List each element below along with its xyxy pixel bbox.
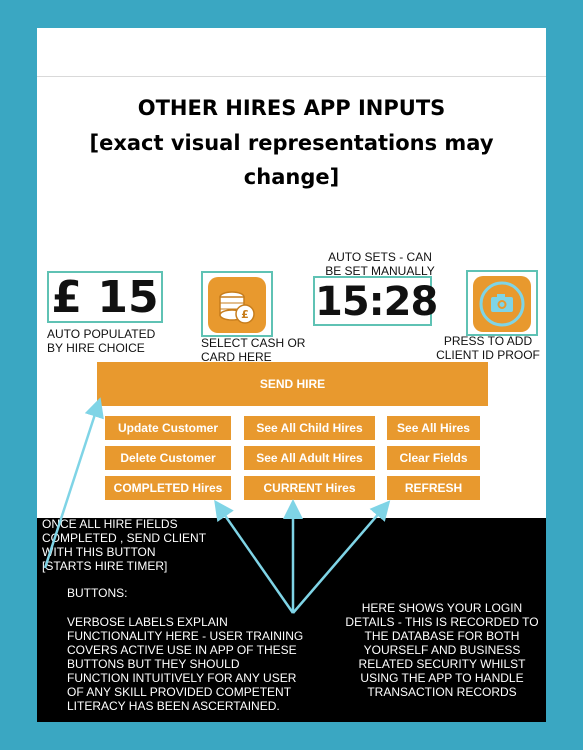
page-title: OTHER HIRES APP INPUTS [exact visual rep…: [37, 90, 546, 194]
login-note: HERE SHOWS YOUR LOGIN DETAILS - THIS IS …: [342, 601, 542, 699]
camera-caption-line-1: PRESS TO ADD: [443, 334, 533, 348]
price-caption-line-2: BY HIRE CHOICE: [47, 341, 145, 355]
cash-card-caption-line-1: SELECT CASH OR: [201, 336, 306, 350]
time-display[interactable]: 15:28: [313, 276, 438, 326]
camera-caption-line-2: CLIENT ID PROOF: [436, 348, 540, 362]
time-value[interactable]: 15:28: [315, 279, 438, 325]
title-line-3: change]: [243, 165, 340, 189]
cash-card-caption: SELECT CASH OR CARD HERE: [201, 336, 351, 364]
clear-fields-button[interactable]: Clear Fields: [387, 446, 480, 470]
send-hire-note: ONCE ALL HIRE FIELDS COMPLETED , SEND CL…: [42, 517, 242, 573]
buttons-note: VERBOSE LABELS EXPLAIN FUNCTIONALITY HER…: [67, 615, 327, 713]
client-id-camera[interactable]: [466, 270, 538, 336]
login-note-line-3: THE DATABASE FOR BOTH: [364, 629, 520, 643]
cash-coins-icon[interactable]: £: [208, 277, 266, 333]
top-divider: [37, 28, 546, 77]
completed-hires-button[interactable]: COMPLETED Hires: [105, 476, 231, 500]
buttons-note-heading: BUTTONS:: [67, 586, 128, 600]
camera-icon[interactable]: [473, 276, 531, 332]
camera-caption: PRESS TO ADD CLIENT ID PROOF: [432, 334, 544, 362]
send-hire-button[interactable]: SEND HIRE: [97, 362, 488, 406]
price-value: £ 15: [51, 272, 159, 323]
title-line-2: [exact visual representations may: [89, 131, 494, 155]
slide-frame: OTHER HIRES APP INPUTS [exact visual rep…: [37, 28, 546, 722]
update-customer-button[interactable]: Update Customer: [105, 416, 231, 440]
buttons-note-line-4: BUTTONS BUT THEY SHOULD: [67, 657, 240, 671]
login-note-line-2: DETAILS - THIS IS RECORDED TO: [345, 615, 539, 629]
see-all-child-hires-button[interactable]: See All Child Hires: [244, 416, 375, 440]
time-caption: AUTO SETS - CAN BE SET MANUALLY: [315, 250, 445, 278]
price-caption: AUTO POPULATED BY HIRE CHOICE: [47, 327, 197, 355]
buttons-note-line-5: FUNCTION INTUITIVELY FOR ANY USER: [67, 671, 297, 685]
buttons-note-line-1: VERBOSE LABELS EXPLAIN: [67, 615, 228, 629]
delete-customer-button[interactable]: Delete Customer: [105, 446, 231, 470]
login-note-line-6: USING THE APP TO HANDLE: [360, 671, 524, 685]
login-note-line-5: RELATED SECURITY WHILST: [358, 657, 526, 671]
login-note-line-7: TRANSACTION RECORDS: [367, 685, 517, 699]
cash-card-selector[interactable]: £: [201, 271, 273, 337]
buttons-note-line-2: FUNCTIONALITY HERE - USER TRAINING: [67, 629, 304, 643]
see-all-adult-hires-button[interactable]: See All Adult Hires: [244, 446, 375, 470]
title-line-1: OTHER HIRES APP INPUTS: [137, 96, 446, 120]
price-caption-line-1: AUTO POPULATED: [47, 327, 156, 341]
refresh-button[interactable]: REFRESH: [387, 476, 480, 500]
see-all-hires-button[interactable]: See All Hires: [387, 416, 480, 440]
time-caption-line-2: BE SET MANUALLY: [325, 264, 435, 278]
login-note-line-1: HERE SHOWS YOUR LOGIN: [361, 601, 523, 615]
login-note-line-4: YOURSELF AND BUSINESS: [363, 643, 521, 657]
send-note-line-2: COMPLETED , SEND CLIENT: [42, 531, 207, 545]
buttons-note-line-6: OF ANY SKILL PROVIDED COMPETENT: [67, 685, 292, 699]
cash-card-caption-line-2: CARD HERE: [201, 350, 272, 364]
buttons-note-line-3: COVERS ACTIVE USE IN APP OF THESE: [67, 643, 297, 657]
buttons-note-line-7: LITERACY HAS BEEN ASCERTAINED.: [67, 699, 280, 713]
send-note-line-1: ONCE ALL HIRE FIELDS: [42, 517, 178, 531]
svg-text:£: £: [241, 308, 249, 321]
send-note-line-3: WITH THIS BUTTON: [42, 545, 156, 559]
current-hires-button[interactable]: CURRENT Hires: [244, 476, 375, 500]
send-note-line-4: [STARTS HIRE TIMER]: [42, 559, 168, 573]
price-display: £ 15: [47, 271, 163, 323]
time-caption-line-1: AUTO SETS - CAN: [328, 250, 432, 264]
